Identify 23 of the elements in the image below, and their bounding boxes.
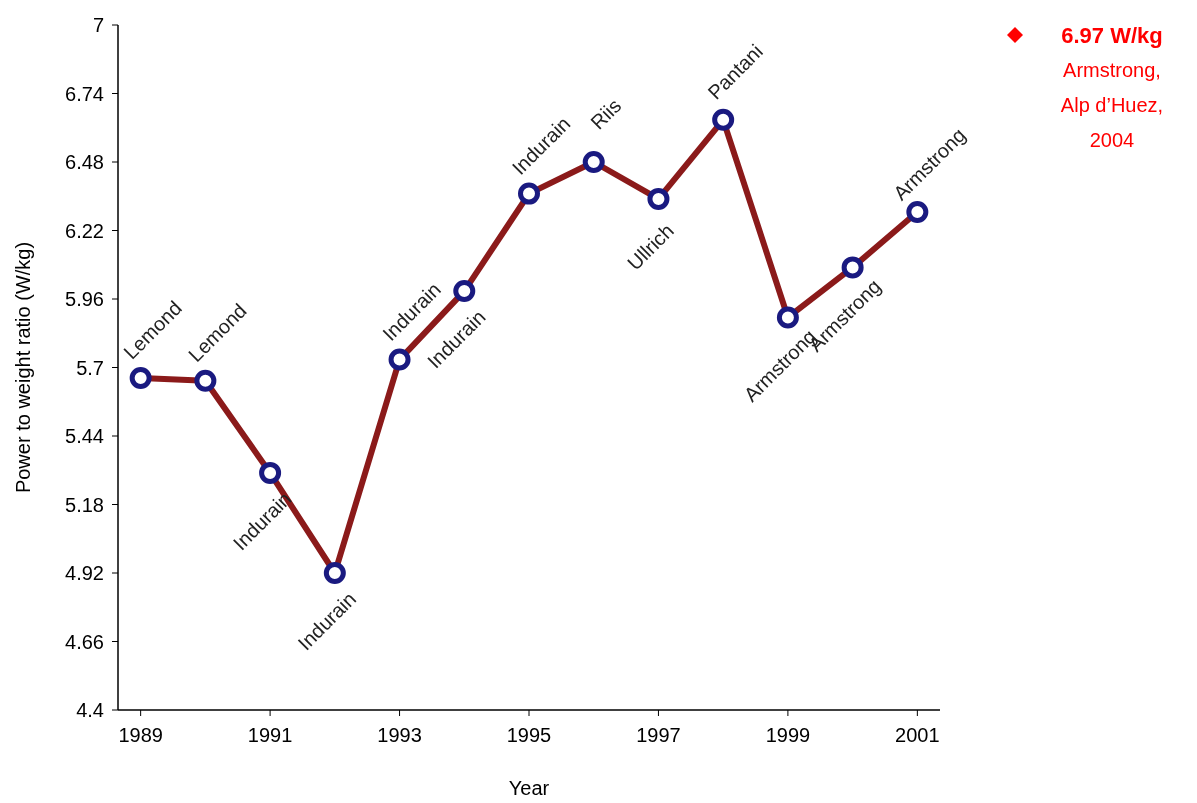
y-tick-label: 4.92 — [65, 562, 104, 584]
y-tick-label: 6.22 — [65, 219, 104, 242]
y-tick-label: 6.48 — [65, 151, 104, 173]
y-tick-label: 7 — [92, 14, 104, 36]
y-tick-label: 5.7 — [76, 356, 104, 379]
x-tick-label: 1997 — [636, 724, 681, 746]
x-tick-label: 1995 — [506, 724, 552, 746]
y-tick-label: 6.74 — [65, 82, 104, 105]
y-tick-label: 4.4 — [76, 699, 104, 721]
x-tick-label: 1991 — [247, 724, 293, 746]
y-axis-title: Power to weight ratio (W/kg) — [12, 241, 34, 494]
y-tick-label: 5.44 — [65, 425, 104, 447]
y-tick-label: 5.96 — [65, 288, 104, 310]
y-tick-label: 5.18 — [65, 493, 104, 516]
x-tick-label: 1993 — [377, 724, 422, 746]
text: Armstrong, Alp d’Huez, 2004 — [1060, 59, 1164, 151]
x-tick-label: 1999 — [765, 724, 811, 746]
annotation: Riis — [586, 94, 626, 134]
text: 6.97 W/kg — [1061, 22, 1163, 48]
x-tick-label: 2001 — [895, 724, 940, 746]
x-tick-label: 1989 — [118, 724, 163, 746]
x-axis-title: Year — [508, 777, 550, 799]
y-tick-label: 4.66 — [65, 630, 104, 653]
